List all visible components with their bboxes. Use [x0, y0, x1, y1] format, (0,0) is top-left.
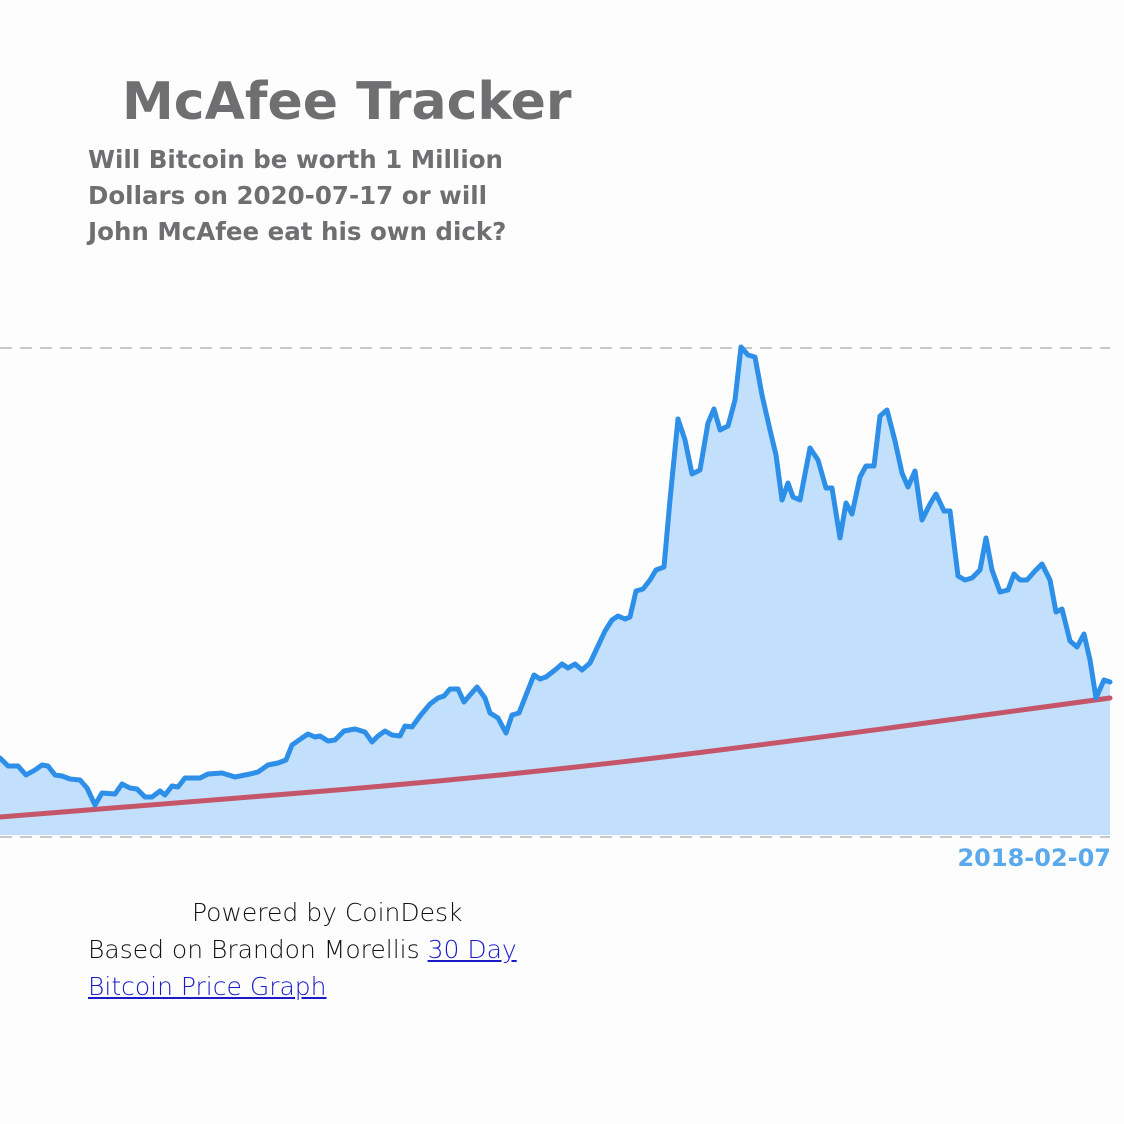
- based-on-text: Based on Brandon Morellis: [88, 935, 428, 964]
- price-line: [0, 344, 1113, 808]
- x-axis-label-end-date: 2018-02-07: [957, 844, 1111, 872]
- price-area: [0, 347, 1110, 835]
- powered-by-text: Powered by CoinDesk: [192, 898, 463, 927]
- page-subtitle: Will Bitcoin be worth 1 Million Dollars …: [88, 145, 507, 246]
- price-graph-link[interactable]: 30 Day Bitcoin Price Graph: [88, 935, 517, 1001]
- page-title: McAfee Tracker: [122, 72, 572, 132]
- target-curve: [0, 695, 1113, 820]
- footer: Powered by CoinDesk Based on Brandon Mor…: [88, 894, 528, 1005]
